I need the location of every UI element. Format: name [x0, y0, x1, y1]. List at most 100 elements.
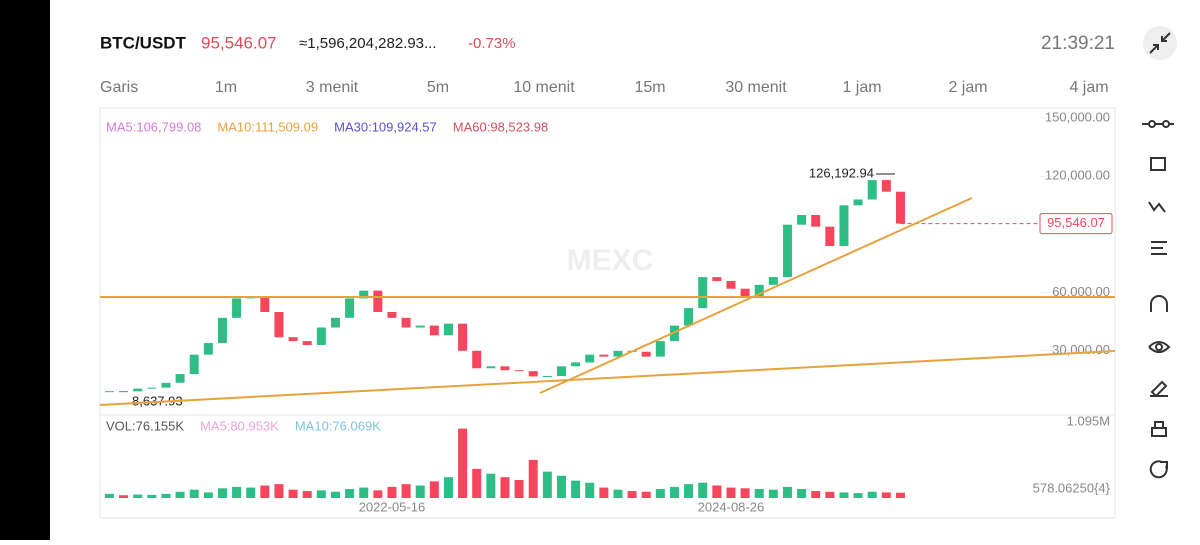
candle	[641, 351, 651, 357]
candle	[571, 362, 581, 367]
left-bezel	[0, 0, 50, 540]
price: 95,546.07	[201, 33, 277, 52]
clock: 21:39:21	[1041, 33, 1115, 54]
volume-bar	[232, 486, 242, 498]
watermark: MEXC	[567, 244, 654, 277]
volume-bar	[500, 477, 510, 498]
timeframe-tab[interactable]: 1m	[215, 79, 237, 96]
candle	[881, 180, 891, 192]
volume-bar	[768, 489, 778, 498]
last-price-box	[1039, 213, 1113, 235]
volume-bar	[203, 492, 213, 498]
volume-bar	[359, 487, 369, 498]
tool-magnet[interactable]	[1150, 295, 1168, 312]
timeframe-tab[interactable]: 4 jam	[1069, 79, 1108, 96]
candle	[853, 199, 863, 206]
timeframe-tab[interactable]: 5m	[427, 79, 449, 96]
volume-bar	[853, 493, 863, 498]
timeframe-tab[interactable]: Garis	[100, 79, 138, 96]
candle	[274, 312, 284, 338]
volume-bar	[712, 485, 722, 498]
candle	[585, 354, 595, 363]
volume-bar	[472, 468, 482, 498]
volume-bar	[217, 488, 227, 498]
candle	[740, 288, 750, 297]
timeframe-tab[interactable]: 3 menit	[306, 79, 359, 96]
candle	[217, 317, 227, 344]
candle	[712, 277, 722, 281]
collapse-button[interactable]	[1143, 26, 1177, 60]
candle	[203, 343, 213, 355]
volume-bar	[556, 475, 566, 498]
tool-share[interactable]	[1149, 460, 1168, 479]
trend-line[interactable]	[539, 197, 973, 394]
volume-bar	[330, 491, 340, 498]
tool-clear[interactable]	[1151, 421, 1167, 437]
chart-frame	[99, 107, 1116, 519]
candle	[147, 387, 157, 389]
volume-bar	[429, 481, 439, 498]
candle	[500, 366, 510, 371]
volume-bar	[133, 494, 143, 498]
candle	[613, 350, 623, 357]
volume-bar	[641, 491, 651, 498]
last-price-label: 95,546.07	[1047, 215, 1105, 230]
volume-bar	[542, 471, 552, 498]
candle	[472, 350, 482, 369]
candle	[415, 325, 425, 328]
symbol[interactable]: BTC/USDT	[100, 33, 187, 52]
candle	[175, 374, 185, 383]
volume-bar	[288, 489, 298, 498]
timeframe-tab[interactable]: 2 jam	[948, 79, 987, 96]
timeframe-tab[interactable]: 30 menit	[725, 79, 787, 96]
candle	[288, 337, 298, 342]
volume-bar	[260, 485, 270, 498]
volume-bar	[627, 491, 637, 498]
volume-bar	[585, 482, 595, 498]
timeframe-tab[interactable]: 1 jam	[842, 79, 881, 96]
candle	[133, 388, 143, 392]
candle	[119, 391, 129, 393]
volume-tick-label: 1.095M	[1067, 413, 1110, 428]
tool-edit[interactable]	[1150, 380, 1168, 398]
y-tick-label: 150,000.00	[1045, 109, 1110, 124]
volume-bar	[345, 488, 355, 498]
volume-bar	[669, 486, 679, 498]
trend-line[interactable]	[99, 350, 1116, 406]
volume-bar	[373, 490, 383, 498]
volume-bar	[782, 486, 792, 498]
tool-line[interactable]	[1142, 120, 1174, 128]
volume-bar	[811, 491, 821, 498]
volume-bar	[825, 491, 835, 498]
candle	[839, 205, 849, 247]
volume-bar	[486, 473, 496, 498]
tool-shape[interactable]	[1150, 157, 1166, 171]
volume-bar	[895, 492, 905, 498]
volume-bar	[246, 487, 256, 498]
candle	[161, 382, 171, 388]
volume-bar	[415, 485, 425, 498]
candle	[486, 366, 496, 369]
high-label: 126,192.94	[809, 165, 874, 180]
candle	[811, 215, 821, 227]
volume-bar	[839, 492, 849, 498]
volume-bar	[881, 492, 891, 498]
ma-legend: MA5:106,799.08	[106, 119, 201, 134]
toolbar	[1142, 120, 1174, 479]
ma-legend: MA30:109,924.57	[334, 119, 437, 134]
candle	[542, 376, 552, 378]
candle	[330, 317, 340, 328]
timeframe-tab[interactable]: 10 menit	[513, 79, 575, 96]
tool-list[interactable]	[1151, 241, 1167, 255]
timeframe-tab[interactable]: 15m	[634, 79, 665, 96]
x-tick-label: 2024-08-26	[698, 499, 765, 514]
tool-wave[interactable]	[1148, 201, 1166, 213]
turnover: ≈1,596,204,282.93...	[299, 35, 437, 52]
candle	[528, 371, 538, 377]
volume-bar	[867, 491, 877, 498]
volume-bar	[684, 484, 694, 498]
tool-eye[interactable]	[1148, 341, 1171, 353]
candle	[443, 323, 453, 336]
volume-bar	[698, 482, 708, 498]
